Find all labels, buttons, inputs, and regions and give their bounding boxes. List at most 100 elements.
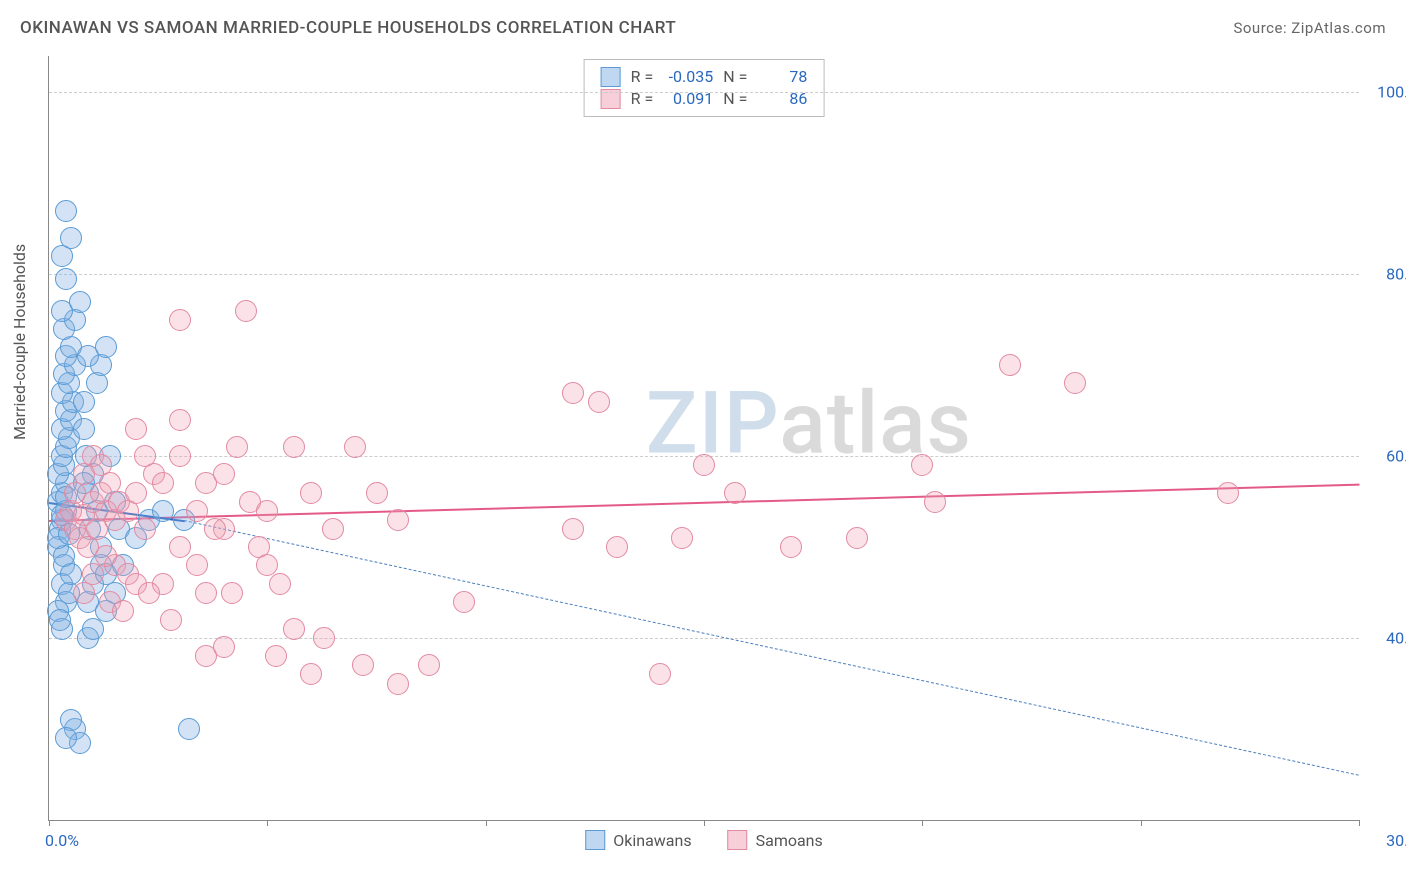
data-point-okinawans bbox=[82, 618, 104, 640]
data-point-samoans bbox=[235, 300, 257, 322]
data-point-samoans bbox=[999, 354, 1021, 376]
y-tick-label: 60.0% bbox=[1369, 447, 1406, 466]
legend-item-samoans: Samoans bbox=[728, 830, 823, 850]
data-point-samoans bbox=[780, 536, 802, 558]
data-point-samoans bbox=[169, 536, 191, 558]
stats-row-okinawans: R = -0.035 N = 78 bbox=[601, 66, 808, 88]
data-point-samoans bbox=[169, 445, 191, 467]
data-point-okinawans bbox=[178, 718, 200, 740]
x-tick bbox=[49, 820, 50, 826]
data-point-samoans bbox=[90, 454, 112, 476]
legend-item-okinawans: Okinawans bbox=[585, 830, 691, 850]
r-value-okinawans: -0.035 bbox=[663, 66, 713, 88]
data-point-samoans bbox=[671, 527, 693, 549]
gridline-h bbox=[49, 274, 1359, 275]
y-tick-label: 100.0% bbox=[1369, 83, 1406, 102]
data-point-samoans bbox=[300, 663, 322, 685]
data-point-samoans bbox=[924, 491, 946, 513]
x-tick bbox=[704, 820, 705, 826]
x-tick bbox=[922, 820, 923, 826]
data-point-samoans bbox=[283, 618, 305, 640]
data-point-samoans bbox=[911, 454, 933, 476]
data-point-okinawans bbox=[49, 609, 71, 631]
data-point-samoans bbox=[125, 418, 147, 440]
data-point-samoans bbox=[283, 436, 305, 458]
data-point-okinawans bbox=[73, 391, 95, 413]
data-point-samoans bbox=[352, 654, 374, 676]
data-point-samoans bbox=[169, 309, 191, 331]
x-tick-label-min: 0.0% bbox=[45, 831, 79, 850]
data-point-samoans bbox=[125, 482, 147, 504]
data-point-samoans bbox=[846, 527, 868, 549]
data-point-samoans bbox=[418, 654, 440, 676]
data-point-samoans bbox=[213, 463, 235, 485]
data-point-samoans bbox=[724, 482, 746, 504]
source-text: Source: ZipAtlas.com bbox=[1233, 19, 1386, 37]
watermark-atlas: atlas bbox=[779, 372, 972, 473]
data-point-samoans bbox=[138, 582, 160, 604]
title-bar: OKINAWAN VS SAMOAN MARRIED-COUPLE HOUSEH… bbox=[20, 18, 1386, 38]
data-point-okinawans bbox=[69, 291, 91, 313]
r-value-samoans: 0.091 bbox=[663, 88, 713, 110]
data-point-samoans bbox=[160, 609, 182, 631]
y-tick-label: 80.0% bbox=[1369, 265, 1406, 284]
n-value-samoans: 86 bbox=[757, 88, 807, 110]
data-point-okinawans bbox=[77, 345, 99, 367]
n-label: N = bbox=[723, 66, 747, 88]
swatch-okinawans bbox=[601, 67, 621, 87]
x-tick-label-max: 30.0% bbox=[1369, 831, 1406, 850]
data-point-okinawans bbox=[73, 418, 95, 440]
n-label: N = bbox=[723, 88, 747, 110]
data-point-samoans bbox=[134, 445, 156, 467]
data-point-samoans bbox=[693, 454, 715, 476]
correlation-stats-box: R = -0.035 N = 78 R = 0.091 N = 86 bbox=[584, 59, 825, 117]
gridline-h bbox=[49, 638, 1359, 639]
data-point-samoans bbox=[562, 382, 584, 404]
data-point-okinawans bbox=[60, 227, 82, 249]
x-tick bbox=[486, 820, 487, 826]
data-point-samoans bbox=[366, 482, 388, 504]
x-tick bbox=[1141, 820, 1142, 826]
data-point-samoans bbox=[588, 391, 610, 413]
data-point-samoans bbox=[344, 436, 366, 458]
data-point-okinawans bbox=[55, 727, 77, 749]
data-point-samoans bbox=[195, 645, 217, 667]
data-point-samoans bbox=[1217, 482, 1239, 504]
n-value-okinawans: 78 bbox=[757, 66, 807, 88]
data-point-okinawans bbox=[152, 500, 174, 522]
data-point-samoans bbox=[322, 518, 344, 540]
data-point-samoans bbox=[387, 509, 409, 531]
data-point-samoans bbox=[134, 518, 156, 540]
swatch-samoans bbox=[728, 830, 748, 850]
r-label: R = bbox=[631, 66, 654, 88]
trendline-okinawans-extrapolated bbox=[184, 520, 1359, 776]
data-point-samoans bbox=[265, 645, 287, 667]
gridline-h bbox=[49, 92, 1359, 93]
data-point-samoans bbox=[186, 500, 208, 522]
data-point-samoans bbox=[387, 673, 409, 695]
data-point-samoans bbox=[1064, 372, 1086, 394]
data-point-okinawans bbox=[55, 200, 77, 222]
legend-label-okinawans: Okinawans bbox=[613, 831, 691, 850]
data-point-samoans bbox=[73, 582, 95, 604]
stats-row-samoans: R = 0.091 N = 86 bbox=[601, 88, 808, 110]
data-point-samoans bbox=[606, 536, 628, 558]
data-point-samoans bbox=[112, 600, 134, 622]
y-tick-label: 40.0% bbox=[1369, 629, 1406, 648]
data-point-samoans bbox=[453, 591, 475, 613]
data-point-okinawans bbox=[55, 268, 77, 290]
data-point-samoans bbox=[300, 482, 322, 504]
data-point-samoans bbox=[152, 472, 174, 494]
data-point-samoans bbox=[313, 627, 335, 649]
x-tick bbox=[267, 820, 268, 826]
legend-label-samoans: Samoans bbox=[756, 831, 823, 850]
data-point-samoans bbox=[186, 554, 208, 576]
data-point-samoans bbox=[269, 573, 291, 595]
data-point-samoans bbox=[195, 582, 217, 604]
data-point-samoans bbox=[649, 663, 671, 685]
x-legend: Okinawans Samoans bbox=[585, 830, 823, 850]
data-point-samoans bbox=[221, 582, 243, 604]
chart-title: OKINAWAN VS SAMOAN MARRIED-COUPLE HOUSEH… bbox=[20, 18, 676, 38]
data-point-samoans bbox=[204, 518, 226, 540]
data-point-samoans bbox=[226, 436, 248, 458]
